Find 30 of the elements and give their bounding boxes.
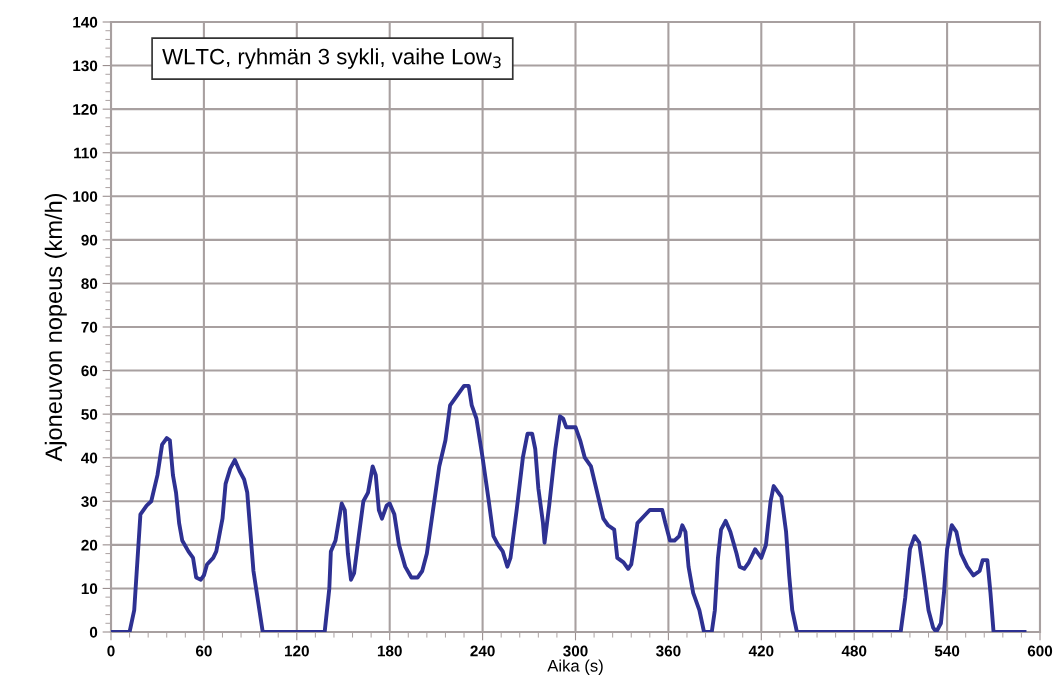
y-tick-label: 140	[73, 16, 98, 28]
x-tick-label: 420	[748, 645, 774, 657]
y-tick-label: 0	[89, 626, 98, 638]
x-tick-label: 300	[563, 645, 588, 657]
x-tick-label: 540	[934, 645, 960, 657]
annotation: WLTC, ryhmän 3 sykli, vaihe Low$_{3}$	[162, 48, 501, 69]
y-tick-label: 20	[81, 539, 98, 551]
y-tick-label: 100	[73, 191, 98, 202]
y-tick-label: 120	[73, 104, 98, 115]
y-tick-label: 70	[81, 321, 98, 333]
x-tick-label: 240	[470, 645, 495, 657]
x-tick-label: 0	[107, 645, 115, 657]
x-axis-title: Aika (s)	[547, 659, 603, 675]
x-tick-label: 120	[285, 645, 309, 657]
y-tick-label: 50	[81, 409, 98, 420]
y-tick-label: 80	[81, 278, 98, 290]
x-tick-label: 60	[195, 645, 212, 657]
y-tick-label: 30	[81, 496, 98, 507]
y-tick-label: 10	[81, 583, 98, 595]
y-axis-title: Ajoneuvon nopeus (km/h)	[44, 193, 67, 462]
x-tick-label: 180	[377, 645, 402, 657]
y-tick-label: 130	[73, 60, 98, 72]
y-tick-label: 40	[81, 452, 98, 464]
y-tick-label: 110	[74, 147, 98, 159]
x-tick-label: 480	[841, 645, 867, 657]
y-tick-label: 90	[81, 234, 98, 246]
x-tick-label: 360	[656, 645, 681, 657]
line-series	[111, 383, 1027, 632]
x-tick-label: 600	[1027, 645, 1053, 657]
y-tick-label: 60	[81, 365, 98, 377]
